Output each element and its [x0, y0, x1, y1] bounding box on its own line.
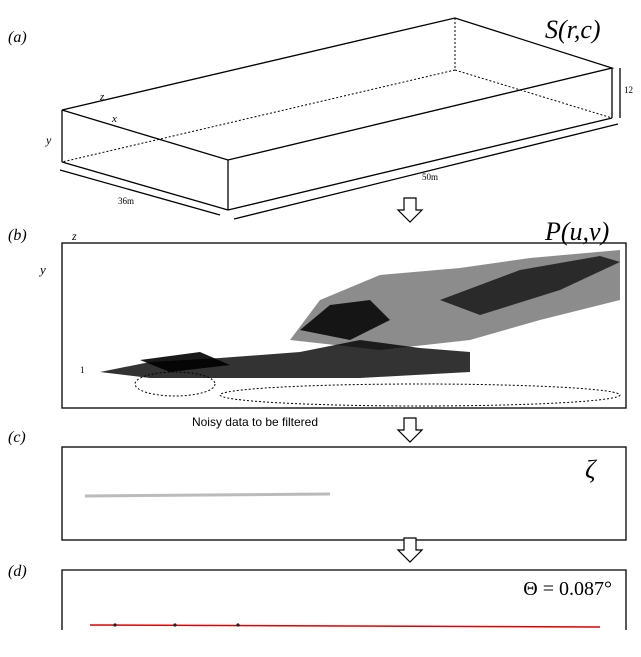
box — [60, 18, 620, 219]
panel-label: (b) — [8, 227, 27, 244]
arrow — [398, 198, 422, 222]
axis-x: x — [111, 113, 117, 125]
width-label: 36m — [118, 196, 134, 206]
panel-title: Θ = 0.087° — [523, 578, 612, 600]
height-label: 12 — [624, 85, 633, 95]
panel-frame — [62, 447, 626, 540]
panel-title: ζ — [585, 455, 597, 484]
length-label: 50m — [422, 172, 438, 182]
panel-title: P(u,v) — [544, 217, 609, 246]
figure: (a) S(r,c) z x y 12 36m 50m (b) P(u,v) z… — [0, 0, 641, 657]
noise-outline — [135, 372, 620, 406]
axis-z: z — [71, 229, 77, 243]
fitted-line — [90, 625, 600, 627]
filtered-data — [85, 494, 330, 496]
axis-y: y — [38, 262, 46, 277]
arrow — [398, 538, 422, 562]
axis-y: y — [45, 133, 52, 147]
axis-z: z — [99, 91, 105, 103]
panel-title: S(r,c) — [545, 15, 601, 44]
point-cloud — [100, 250, 620, 378]
panel-label: (a) — [8, 29, 27, 46]
panel-label: (c) — [8, 429, 26, 446]
arrow — [398, 418, 422, 442]
annotation: Noisy data to be filtered — [192, 415, 318, 429]
panel-label: (d) — [8, 563, 27, 580]
origin-label: 1 — [80, 365, 85, 375]
